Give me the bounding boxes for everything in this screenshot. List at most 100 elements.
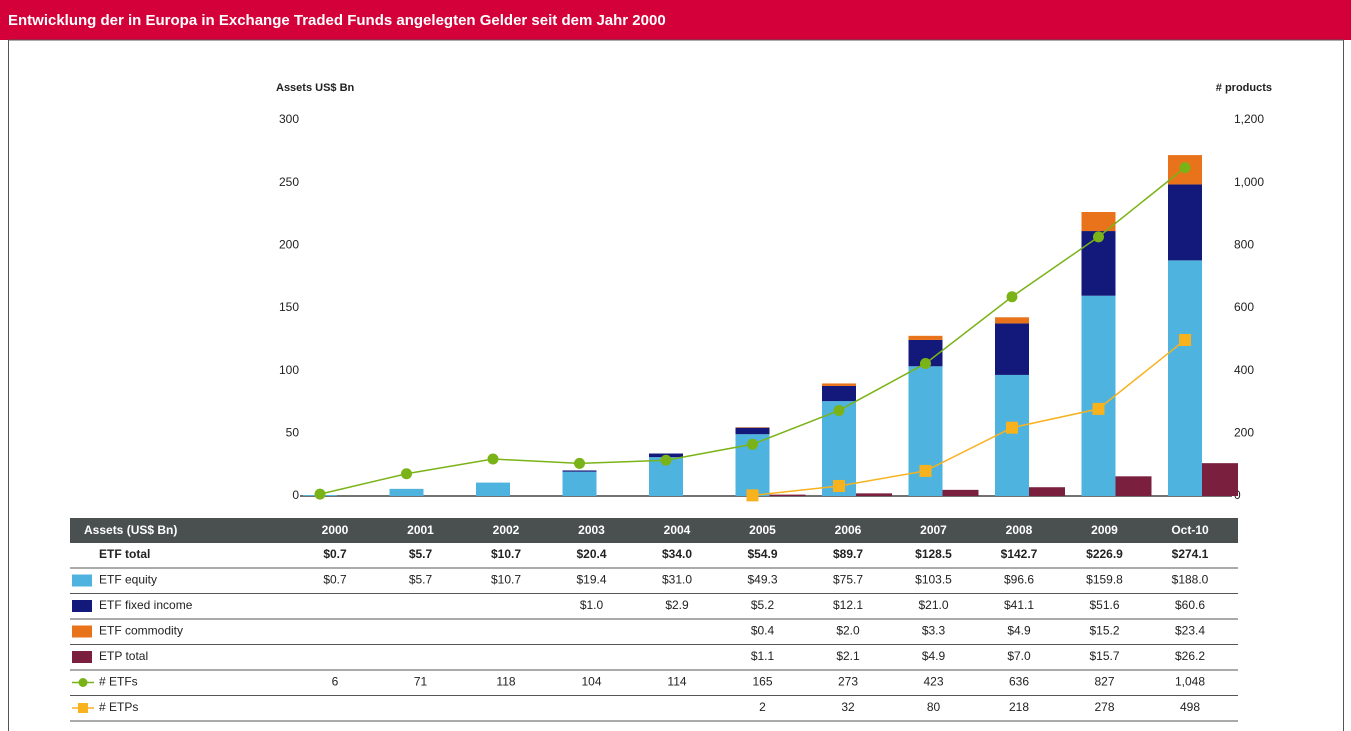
table-cell: $12.1 bbox=[833, 598, 863, 612]
table-cell: 32 bbox=[841, 700, 855, 714]
point bbox=[833, 479, 845, 492]
table-header: Assets (US$ Bn) bbox=[84, 523, 177, 537]
table-cell: $0.4 bbox=[751, 624, 775, 638]
column-header: 2001 bbox=[407, 523, 434, 537]
table-cell: $89.7 bbox=[833, 547, 863, 561]
table-cell: $2.1 bbox=[836, 649, 860, 663]
point bbox=[1179, 162, 1191, 174]
bar-segment bbox=[735, 427, 770, 435]
table-cell: 1,048 bbox=[1175, 675, 1205, 689]
table-cell: $1.0 bbox=[580, 598, 604, 612]
title-bar bbox=[0, 0, 1351, 40]
legend-swatch bbox=[72, 625, 92, 638]
y-tick-label: 150 bbox=[279, 300, 299, 314]
point bbox=[660, 454, 672, 466]
table-cell: 2 bbox=[759, 700, 766, 714]
table-cell: 498 bbox=[1180, 700, 1200, 714]
row-label: # ETFs bbox=[99, 675, 138, 689]
legend-swatch bbox=[72, 600, 92, 612]
y2-axis-title: # products bbox=[1216, 82, 1272, 94]
bar-segment bbox=[1081, 295, 1116, 496]
y-tick-label: 100 bbox=[279, 363, 299, 377]
column-header: 2006 bbox=[835, 523, 862, 537]
table-cell: 827 bbox=[1094, 675, 1114, 689]
y2-tick-label: 1,200 bbox=[1234, 112, 1264, 126]
y-tick-label: 300 bbox=[279, 112, 299, 126]
table-cell: $4.9 bbox=[1007, 624, 1031, 638]
table-cell: $96.6 bbox=[1004, 573, 1034, 587]
table-cell: $23.4 bbox=[1175, 624, 1205, 638]
y2-tick-label: 1,000 bbox=[1234, 175, 1264, 189]
point bbox=[919, 464, 932, 477]
table-cell: $41.1 bbox=[1004, 598, 1034, 612]
table-cell: $5.7 bbox=[409, 547, 433, 561]
column-header: 2009 bbox=[1091, 523, 1118, 537]
table-cell: 80 bbox=[927, 700, 941, 714]
point bbox=[920, 357, 931, 369]
point bbox=[314, 488, 326, 500]
bar bbox=[942, 489, 979, 496]
table-cell: 423 bbox=[923, 675, 943, 689]
table-cell: $4.9 bbox=[922, 649, 946, 663]
row-label: ETF total bbox=[99, 547, 150, 561]
table-cell: $0.7 bbox=[323, 573, 347, 587]
bar-segment bbox=[389, 488, 424, 496]
line bbox=[752, 339, 1186, 497]
legend-marker bbox=[78, 678, 88, 687]
table-cell: $54.9 bbox=[747, 547, 777, 561]
table-cell: $15.2 bbox=[1089, 624, 1119, 638]
table-cell: $19.4 bbox=[576, 573, 606, 587]
row-label: # ETPs bbox=[99, 700, 138, 714]
table-cell: 165 bbox=[752, 675, 772, 689]
table-cell: $49.3 bbox=[747, 573, 777, 587]
table-cell: $0.7 bbox=[323, 547, 347, 561]
legend-swatch bbox=[72, 574, 92, 587]
bar bbox=[1115, 476, 1152, 496]
table-cell: $142.7 bbox=[1001, 547, 1038, 561]
bar-segment bbox=[476, 482, 510, 496]
table-cell: $2.9 bbox=[665, 598, 689, 612]
table-cell: $21.0 bbox=[918, 598, 948, 612]
table-cell: $31.0 bbox=[662, 573, 692, 587]
table-cell: 6 bbox=[332, 675, 339, 689]
y2-tick-label: 200 bbox=[1234, 426, 1254, 440]
y-tick-label: 200 bbox=[279, 238, 299, 252]
y-axis-title: Assets US$ Bn bbox=[276, 82, 355, 94]
point bbox=[1093, 231, 1104, 243]
table-cell: $75.7 bbox=[833, 573, 863, 587]
column-header: 2000 bbox=[322, 523, 349, 537]
column-header: 2008 bbox=[1006, 523, 1033, 537]
bar-segment bbox=[995, 374, 1029, 496]
table-cell: $226.9 bbox=[1086, 547, 1123, 561]
table-cell: 114 bbox=[667, 675, 686, 689]
column-header: 2005 bbox=[749, 523, 776, 537]
column-header: 2007 bbox=[920, 523, 947, 537]
legend-marker bbox=[78, 703, 88, 713]
point bbox=[747, 438, 758, 450]
row-label: ETP total bbox=[99, 649, 148, 663]
point bbox=[746, 489, 759, 502]
table-cell: $20.4 bbox=[576, 547, 606, 561]
bar-segment bbox=[1081, 211, 1116, 232]
table-cell: $103.5 bbox=[915, 573, 952, 587]
bar-segment bbox=[735, 427, 770, 428]
legend-swatch bbox=[72, 651, 92, 663]
table-cell: $2.0 bbox=[836, 624, 860, 638]
bar-segment bbox=[822, 383, 856, 386]
point bbox=[1006, 291, 1018, 303]
table-cell: $26.2 bbox=[1175, 649, 1205, 663]
y2-tick-label: 600 bbox=[1234, 300, 1254, 314]
table-cell: 104 bbox=[581, 675, 601, 689]
table-cell: $15.7 bbox=[1089, 649, 1119, 663]
table-cell: 118 bbox=[496, 675, 515, 689]
point bbox=[574, 457, 585, 469]
bar-segment bbox=[822, 385, 856, 402]
bar-segment bbox=[562, 470, 597, 472]
bar-segment bbox=[1168, 260, 1202, 496]
bar bbox=[1202, 463, 1238, 496]
row-label: ETF equity bbox=[99, 573, 157, 587]
table-cell: 278 bbox=[1094, 700, 1114, 714]
y-tick-label: 0 bbox=[292, 488, 299, 502]
